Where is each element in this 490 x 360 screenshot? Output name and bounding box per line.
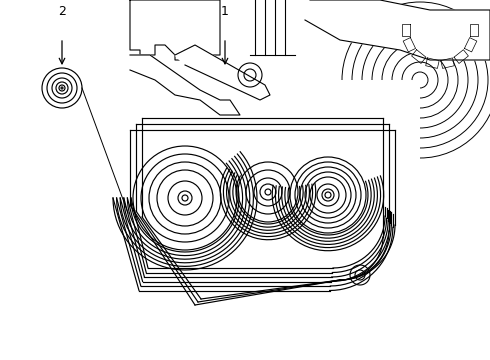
Polygon shape — [465, 37, 477, 52]
Text: 2: 2 — [58, 5, 66, 18]
Polygon shape — [402, 24, 410, 36]
Polygon shape — [175, 45, 270, 100]
Polygon shape — [130, 55, 240, 115]
Polygon shape — [454, 50, 468, 63]
Polygon shape — [470, 24, 478, 36]
Text: 1: 1 — [221, 5, 229, 18]
Polygon shape — [426, 58, 439, 68]
Polygon shape — [305, 0, 490, 60]
Polygon shape — [403, 37, 416, 52]
Polygon shape — [412, 50, 426, 63]
Polygon shape — [441, 58, 454, 68]
Polygon shape — [130, 0, 220, 60]
